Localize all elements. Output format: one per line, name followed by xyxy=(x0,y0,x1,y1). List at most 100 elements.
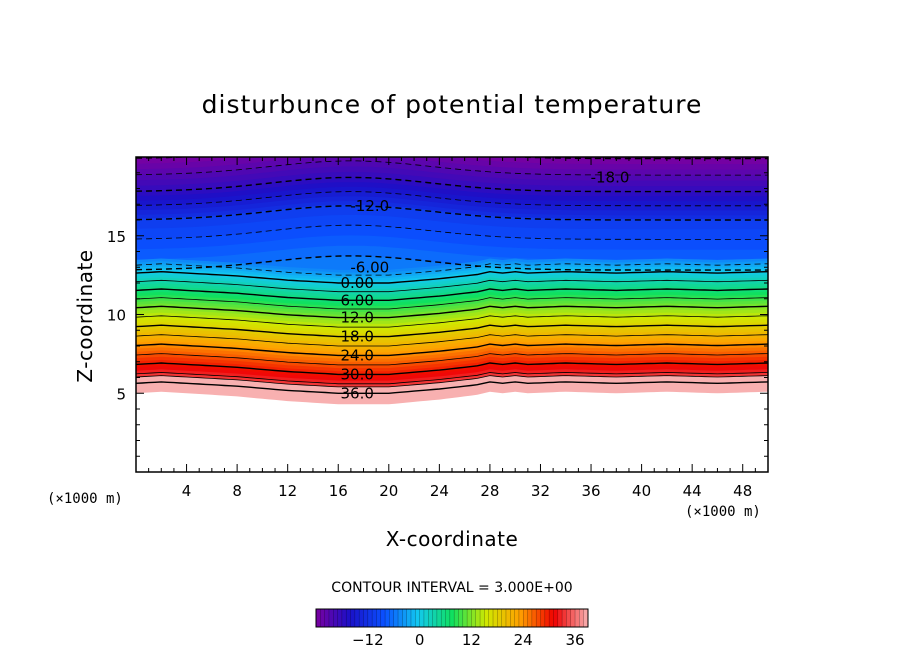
contour-line xyxy=(136,324,768,338)
contour-label: -6.00 xyxy=(350,258,389,276)
x-tick-label: 4 xyxy=(182,482,192,500)
contour-line xyxy=(136,176,768,193)
colorbar-cells xyxy=(316,609,589,627)
contour-labels: -18.0 -12.0 -6.000.006.0012.018.024.030.03… xyxy=(340,169,629,403)
x-tick-label: 28 xyxy=(480,482,499,500)
colorbar-cell xyxy=(540,609,546,627)
colorbar-cell xyxy=(346,609,351,627)
contour-line xyxy=(136,297,768,310)
colorbar-cell xyxy=(376,609,382,627)
x-axis-label: X-coordinate xyxy=(386,527,519,551)
x-tick-label: 12 xyxy=(278,482,297,500)
contour-line xyxy=(136,288,768,301)
colorbar-tick-label: 24 xyxy=(514,631,533,649)
contour-label: 18.0 xyxy=(340,328,373,346)
colorbar-cell xyxy=(510,609,516,627)
contour-line xyxy=(136,263,768,276)
colorbar-tick-label: 36 xyxy=(565,631,584,649)
x-tick-label: 36 xyxy=(581,482,600,500)
colorbar-cell xyxy=(549,609,554,627)
contour-line xyxy=(136,343,768,357)
x-tick-label: 40 xyxy=(632,482,651,500)
y-axis-label: Z-coordinate xyxy=(73,249,97,382)
contour-line xyxy=(136,270,768,284)
colorbar-cell xyxy=(441,609,446,627)
colorbar-cell xyxy=(341,609,347,627)
colorbar-cell xyxy=(402,609,408,627)
contour-line xyxy=(136,160,768,176)
colorbar-cell xyxy=(398,609,403,627)
colorbar: −12 0 12 24 36 xyxy=(315,608,589,649)
colorbar-cell xyxy=(389,609,395,627)
x-tick-label: 24 xyxy=(430,482,449,500)
contour-label: 6.00 xyxy=(340,291,373,309)
colorbar-cell xyxy=(536,609,541,627)
contour-line xyxy=(136,353,768,366)
colorbar-cell xyxy=(575,609,580,627)
colorbar-cell xyxy=(523,609,528,627)
y-tick-label: 5 xyxy=(116,385,126,403)
colorbar-cell xyxy=(363,609,369,627)
contour-line xyxy=(136,279,768,293)
colorbar-cell xyxy=(445,609,451,627)
contour-line xyxy=(136,205,768,221)
contour-label: 0.00 xyxy=(340,274,373,292)
y-tick-label: 10 xyxy=(107,307,126,325)
colorbar-tick-label: −12 xyxy=(352,631,384,649)
colorbar-cell xyxy=(337,609,343,627)
contour-line xyxy=(136,381,768,394)
colorbar-cell xyxy=(557,609,563,627)
colorbar-cell xyxy=(316,609,321,627)
colorbar-cell xyxy=(531,609,537,627)
colorbar-cell xyxy=(518,609,524,627)
colorbar-cell xyxy=(436,609,442,627)
colorbar-cell xyxy=(415,609,421,627)
x-tick-label: 32 xyxy=(531,482,550,500)
colorbar-cell xyxy=(449,609,455,627)
colorbar-cell xyxy=(471,609,477,627)
colorbar-cell xyxy=(484,609,490,627)
contour-label: 30.0 xyxy=(340,365,373,383)
colorbar-cell xyxy=(380,609,386,627)
colorbar-cell xyxy=(432,609,438,627)
x-tick-label: 20 xyxy=(379,482,398,500)
contour-label: 24.0 xyxy=(340,346,373,364)
colorbar-cell xyxy=(454,609,459,627)
colorbar-cell xyxy=(467,609,472,627)
colorbar-cell xyxy=(501,609,507,627)
colorbar-cell xyxy=(493,609,498,627)
x-unit-left: (×1000 m) xyxy=(47,491,123,507)
colorbar-cell xyxy=(423,609,429,627)
colorbar-cell xyxy=(428,609,433,627)
contour-label: 12.0 xyxy=(340,309,373,327)
colorbar-cell xyxy=(410,609,416,627)
colorbar-cell xyxy=(458,609,464,627)
contour-lines xyxy=(136,157,768,394)
colorbar-cell xyxy=(488,609,494,627)
colorbar-cell xyxy=(406,609,412,627)
colorbar-ticks: −12 0 12 24 36 xyxy=(352,631,585,649)
x-tick-label: 16 xyxy=(329,482,348,500)
x-unit-right: (×1000 m) xyxy=(685,504,761,520)
contour-line xyxy=(136,315,768,328)
x-tick-label: 44 xyxy=(683,482,702,500)
contour-line xyxy=(136,191,768,207)
colorbar-cell xyxy=(497,609,503,627)
contour-label: 36.0 xyxy=(340,384,373,402)
contour-line xyxy=(136,334,768,347)
colorbar-cell xyxy=(527,609,533,627)
x-tick-label: 8 xyxy=(232,482,242,500)
colorbar-cell xyxy=(324,609,330,627)
contour-line xyxy=(136,224,768,240)
colorbar-cell xyxy=(462,609,468,627)
colorbar-cell xyxy=(570,609,576,627)
contour-interval-text: CONTOUR INTERVAL = 3.000E+00 xyxy=(331,580,572,596)
contour-label: -12.0 xyxy=(350,197,389,215)
colorbar-cell xyxy=(385,609,390,627)
contour-line xyxy=(136,255,768,271)
colorbar-cell xyxy=(359,609,364,627)
colorbar-cell xyxy=(583,609,589,627)
chart-title: disturbunce of potential temperature xyxy=(202,90,703,119)
